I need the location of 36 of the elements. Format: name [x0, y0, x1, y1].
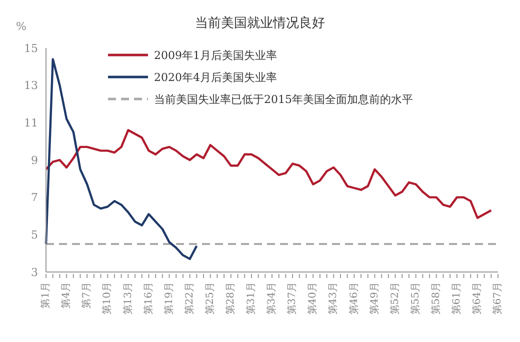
x-tick-label: 第25月: [204, 282, 216, 315]
y-tick-label: 3: [31, 266, 38, 279]
y-tick-label: 7: [31, 191, 38, 204]
y-axis-title: %: [16, 20, 26, 33]
y-tick-label: 11: [24, 116, 38, 130]
x-tick-label: 第58月: [430, 282, 442, 315]
x-tick-label: 第40月: [306, 282, 319, 315]
legend-label: 2020年4月后美国失业率: [154, 70, 277, 84]
x-tick-label: 第43月: [327, 282, 340, 315]
x-tick-label: 第67月: [492, 282, 504, 315]
x-tick-label: 第31月: [245, 282, 258, 315]
x-tick-label: 第34月: [266, 282, 278, 315]
x-tick-label: 第46月: [348, 282, 360, 315]
x-tick-label: 第10月: [101, 282, 114, 315]
x-tick-label: 第55月: [409, 282, 422, 315]
x-tick-label: 第13月: [122, 282, 134, 315]
x-tick-label: 第61月: [450, 282, 463, 315]
x-tick-label: 第4月: [60, 282, 72, 308]
x-tick-label: 第19月: [162, 282, 175, 315]
x-tick-label: 第7月: [80, 282, 93, 308]
chart-title: 当前美国就业情况良好: [195, 16, 325, 31]
legend-label: 当前美国失业率已低于2015年美国全面加息前的水平: [154, 92, 413, 106]
x-tick-label: 第28月: [224, 282, 237, 315]
legend-label: 2009年1月后美国失业率: [154, 48, 277, 62]
x-tick-label: 第37月: [286, 282, 298, 315]
y-tick-label: 15: [24, 42, 38, 55]
y-tick-label: 9: [31, 154, 38, 167]
y-tick-label: 5: [31, 228, 38, 242]
x-tick-label: 第49月: [368, 282, 380, 315]
line-series: [44, 129, 492, 219]
x-tick-label: 第16月: [142, 282, 154, 315]
x-tick-label: 第52月: [388, 282, 401, 315]
x-tick-label: 第22月: [183, 282, 196, 315]
x-tick-label: 第1月: [40, 282, 52, 308]
y-tick-label: 13: [24, 79, 38, 92]
x-tick-label: 第64月: [471, 282, 484, 315]
